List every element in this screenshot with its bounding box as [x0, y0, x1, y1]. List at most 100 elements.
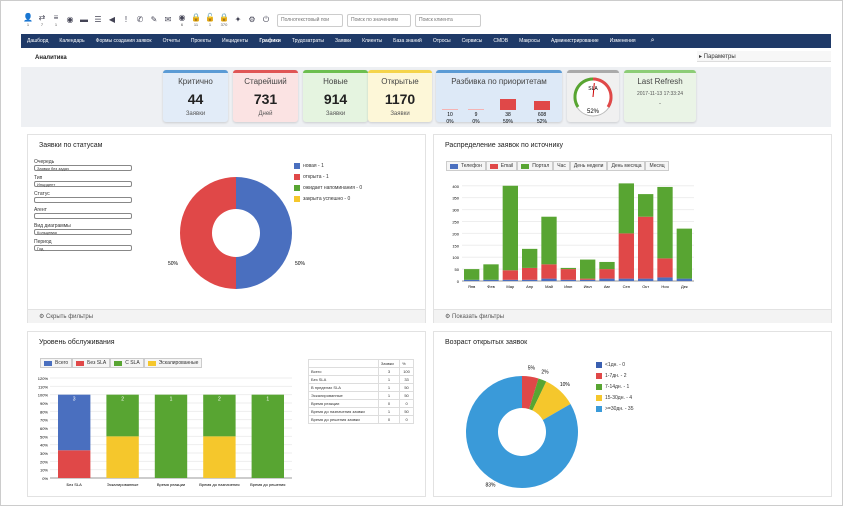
edit-icon[interactable]: ✎	[147, 10, 161, 30]
sla-legend-item-2[interactable]: С SLA	[110, 358, 144, 368]
nav-item-5[interactable]: Инциденты	[221, 38, 249, 44]
age-legend-item-0[interactable]: <1дн. - 0	[596, 362, 625, 368]
nav-item-8[interactable]: Заявки	[334, 38, 352, 44]
source-xtick-6: Июл	[584, 284, 593, 289]
nav-item-2[interactable]: Формы создания заявок	[95, 38, 152, 44]
source-xtick-11: Дек	[681, 284, 688, 289]
sla-table-cell: Время реакции	[308, 399, 379, 408]
card-priority[interactable]: Разбивка по приоритетам 10 0% 9 0% 38 59% 608 5…	[436, 70, 562, 125]
nav-item-12[interactable]: Сервисы	[461, 38, 483, 44]
folder-icon[interactable]: ▬	[77, 10, 91, 30]
filter-select-2[interactable]	[34, 197, 132, 203]
source-xtick-1: Фев	[487, 284, 494, 289]
status-legend-item-0[interactable]: новая - 1	[294, 163, 324, 169]
filter-label-5: Период	[34, 239, 52, 245]
show-filters-button[interactable]: ⚙ Показать фильтры	[434, 309, 831, 323]
source-bar-0-11	[676, 278, 692, 281]
status-legend-item-1[interactable]: открыта - 1	[294, 174, 329, 180]
params-toggle[interactable]: ▸ Параметры	[697, 51, 831, 62]
lock-open-icon[interactable]: 🔓 1	[203, 10, 217, 30]
gear-icon[interactable]: ⚙	[245, 10, 259, 30]
value-search-input[interactable]	[347, 13, 411, 27]
tasks-icon[interactable]: ☰	[91, 10, 105, 30]
wrench-icon[interactable]: ✦	[231, 10, 245, 30]
filter-select-1[interactable]: Инцидент	[34, 181, 132, 187]
phone-icon[interactable]: ✆	[133, 10, 147, 30]
card-critical[interactable]: Критично 44 Заявки	[163, 70, 228, 122]
nav-item-10[interactable]: База знаний	[393, 38, 422, 44]
sla-table-cell: 100	[399, 367, 414, 376]
nav-item-3[interactable]: Отчеты	[162, 38, 180, 44]
sla-xtick-1: Эскалированные	[107, 482, 140, 487]
sla-table-cell: 0	[377, 415, 401, 424]
summary-cards: Критично 44 Заявки Старейший 731 Дней Но…	[21, 67, 831, 127]
phone-icon-glyph: ✆	[136, 15, 144, 24]
nav-item-0[interactable]: Дашборд	[27, 38, 49, 44]
power-icon[interactable]: ⏻	[259, 10, 273, 30]
sla-panel-title: Уровень обслуживания	[39, 339, 115, 346]
status-legend-label-0: новая - 1	[303, 163, 324, 169]
sla-bar-2-2	[154, 394, 188, 478]
sla-bar-3-3	[203, 436, 236, 478]
age-legend-item-1[interactable]: 1-7дн. - 2	[596, 373, 627, 379]
source-tab-3[interactable]: Час	[553, 161, 570, 171]
nav-item-9[interactable]: Клиенты	[362, 38, 383, 44]
card-sla-gauge[interactable]: SLA 52%	[567, 70, 619, 122]
nav-item-14[interactable]: Макросы	[519, 38, 540, 44]
filter-select-5[interactable]: Год	[34, 245, 132, 251]
nav-item-13[interactable]: CMDB	[493, 38, 509, 44]
sla-legend-item-1[interactable]: Без SLA	[72, 358, 111, 368]
view-icon[interactable]: ◉ 6	[175, 10, 189, 30]
age-legend-item-3[interactable]: 15-30дн. - 4	[596, 395, 632, 401]
sla-bar-1-0	[58, 450, 91, 478]
card-oldest-sub: Дней	[258, 111, 273, 117]
filter-select-3[interactable]	[34, 213, 132, 219]
filter-select-4[interactable]: Кольцевая	[34, 229, 132, 235]
source-bar-0-2	[502, 279, 518, 281]
nav-item-11[interactable]: Отросы	[432, 38, 451, 44]
age-legend-item-4[interactable]: >=30дн. - 35	[596, 406, 633, 412]
source-tab-5[interactable]: День месяца	[607, 161, 646, 171]
source-tab-label-6: Месяц	[649, 163, 665, 169]
card-open[interactable]: Открытые 1170 Заявки	[368, 70, 432, 122]
view-icon-glyph: ◉	[178, 12, 186, 22]
user-icon[interactable]: 👤 1	[21, 10, 35, 30]
card-new[interactable]: Новые 914 Заявки	[303, 70, 368, 122]
source-tab-2[interactable]: Портал	[517, 161, 554, 171]
source-bar-2-7	[599, 261, 615, 270]
age-legend-item-2[interactable]: 7-14дн. - 1	[596, 384, 629, 390]
lock-icon[interactable]: 🔒 11	[189, 10, 203, 30]
sla-legend-item-3[interactable]: Эскалированные	[143, 358, 203, 368]
list-icon[interactable]: ≡ 1	[49, 10, 63, 30]
card-oldest[interactable]: Старейший 731 Дней	[233, 70, 298, 122]
source-tab-6[interactable]: Месяц	[645, 161, 669, 171]
client-search-input[interactable]	[415, 13, 481, 27]
eye-icon[interactable]: ◉	[63, 10, 77, 30]
alert-icon[interactable]: !	[119, 10, 133, 30]
hide-filters-button[interactable]: ⚙ Скрыть фильтры	[28, 309, 425, 323]
nav-item-4[interactable]: Проекты	[190, 38, 211, 44]
age-legend-label-4: >=30дн. - 35	[605, 406, 634, 412]
megaphone-icon[interactable]: ◀	[105, 10, 119, 30]
sla-legend-item-0[interactable]: Всего	[40, 358, 73, 368]
source-tab-1[interactable]: Email	[485, 161, 518, 171]
nav-item-7[interactable]: Трудозатраты	[291, 38, 324, 44]
nav-item-1[interactable]: Календарь	[59, 38, 85, 44]
lock-open-icon-badge: 1	[208, 21, 212, 27]
sync-icon[interactable]: ⇄ 7	[35, 10, 49, 30]
source-tab-4[interactable]: День недели	[569, 161, 608, 171]
nav-item-16[interactable]: Изменения	[609, 38, 636, 44]
source-tab-0[interactable]: Телефон	[446, 161, 486, 171]
mail-icon[interactable]: ✉	[161, 10, 175, 30]
nav-item-6[interactable]: Графики	[259, 38, 281, 44]
source-bar-0-7	[599, 278, 615, 281]
fulltext-search-input[interactable]	[277, 13, 343, 27]
sla-table-head-2: %	[399, 359, 414, 368]
status-legend-item-3[interactable]: закрыта успешно - 0	[294, 196, 350, 202]
nav-search-icon[interactable]: ⌕	[650, 37, 655, 44]
filter-select-0[interactable]: Заявки без задач	[34, 165, 132, 171]
lock-alt-icon[interactable]: 🔒 370	[217, 10, 231, 30]
sla-table-cell: 1	[377, 407, 401, 416]
status-legend-item-2[interactable]: ожидает напоминания - 0	[294, 185, 362, 191]
nav-item-15[interactable]: Администрирование	[550, 38, 599, 44]
